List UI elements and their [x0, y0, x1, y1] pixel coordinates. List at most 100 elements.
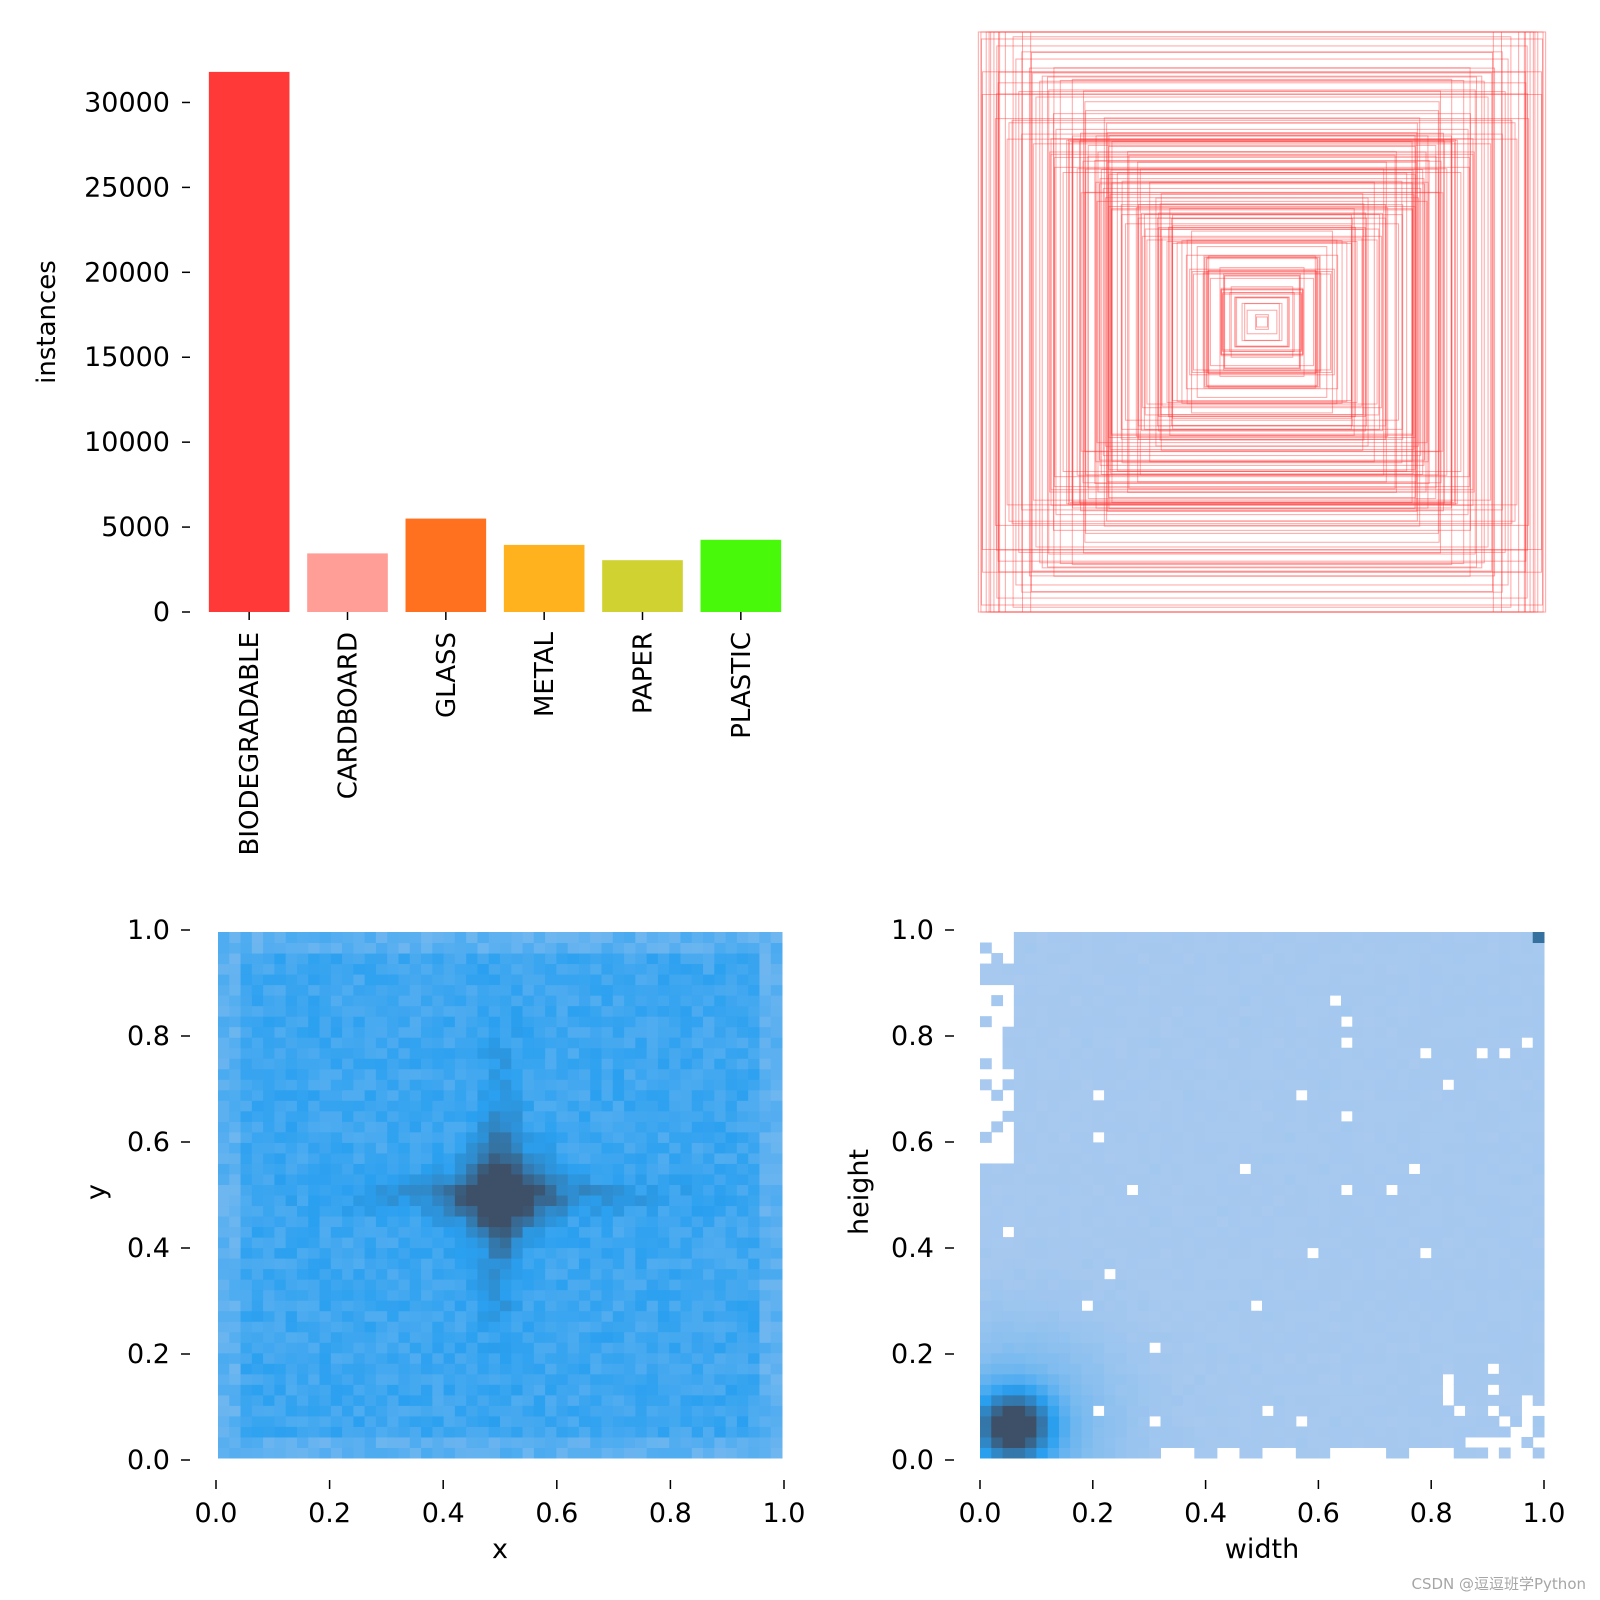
wh-heatmap-cell — [1329, 1310, 1342, 1322]
xy-heatmap-cell — [590, 1258, 603, 1270]
wh-heatmap-cell — [1295, 1268, 1308, 1280]
xy-heatmap-cell — [488, 1384, 501, 1396]
xy-heatmap-cell — [263, 1142, 275, 1154]
xy-heatmap-cell — [229, 1394, 242, 1406]
xy-heatmap-cell — [703, 1436, 715, 1448]
xy-heatmap-cell — [669, 1121, 681, 1133]
wh-heatmap-cell — [1431, 1373, 1443, 1385]
xy-heatmap-cell — [691, 1079, 704, 1091]
xy-heatmap-cell — [646, 1363, 659, 1375]
wh-heatmap-cell — [1047, 1216, 1060, 1228]
xy-heatmap-cell — [477, 1268, 490, 1280]
xy-heatmap-cell — [759, 984, 772, 996]
wh-heatmap-cell — [1092, 932, 1105, 944]
wh-heatmap-cell — [1115, 1121, 1128, 1133]
wh-heatmap-cell — [1465, 1258, 1477, 1270]
wh-heatmap-cell — [1047, 963, 1060, 975]
xy-heatmap-cell — [308, 1237, 321, 1249]
xy-heatmap-cell — [725, 963, 738, 975]
xy-heatmap-cell — [398, 1415, 411, 1427]
xy-heatmap-cell — [590, 1026, 603, 1038]
wh-heatmap-cell — [1408, 1068, 1421, 1080]
wh-heatmap-cell — [980, 1426, 992, 1438]
xy-heatmap-cell — [567, 1268, 580, 1280]
xy-heatmap-cell — [432, 1289, 445, 1301]
wh-heatmap-cell — [1013, 1394, 1026, 1406]
wh-heatmap-cell — [1036, 1079, 1049, 1091]
xy-heatmap-cell — [421, 995, 433, 1007]
xy-heatmap-cell — [612, 1447, 625, 1459]
wh-heatmap-cell — [1183, 1247, 1195, 1259]
wh-heatmap-cell — [1318, 1321, 1331, 1333]
xy-heatmap-cell — [770, 1384, 783, 1396]
wh-heatmap-cell — [1374, 1405, 1387, 1417]
wh-heatmap-cell — [1058, 1110, 1071, 1122]
wh-heatmap-cell — [1081, 1026, 1094, 1038]
xy-heatmap-cell — [714, 1131, 727, 1143]
wh-heatmap-cell — [1386, 1131, 1398, 1143]
wh-heatmap-cell — [1228, 1184, 1240, 1196]
wh-heatmap-cell — [1239, 1005, 1252, 1017]
xy-heatmap-cell — [353, 1121, 366, 1133]
xy-heatmap-cell — [319, 1079, 332, 1091]
wh-heatmap-cell — [1025, 932, 1037, 944]
xy-heatmap-cell — [218, 1026, 230, 1038]
xy-heatmap-cell — [218, 1142, 230, 1154]
xy-heatmap-cell — [556, 1047, 569, 1059]
wh-heatmap-cell — [1002, 1247, 1015, 1259]
wh-heatmap-cell — [1386, 953, 1398, 965]
wh-heatmap-cell — [1476, 1100, 1489, 1112]
wh-heatmap-cell — [1171, 1226, 1184, 1238]
wh-heatmap-cell — [1239, 1247, 1252, 1259]
wh-heatmap-cell — [1025, 1100, 1037, 1112]
wh-heatmap-cell — [1273, 1279, 1286, 1291]
xy-heatmap-cell — [274, 1026, 287, 1038]
wh-heatmap-cell — [1013, 1405, 1026, 1417]
xy-heatmap-cell — [725, 953, 738, 965]
xy-heatmap-cell — [477, 1047, 490, 1059]
xy-heatmap-cell — [364, 1310, 377, 1322]
xy-heatmap-cell — [353, 1058, 366, 1070]
xy-heatmap-cell — [601, 942, 614, 954]
xy-heatmap-cell — [646, 984, 659, 996]
wh-heatmap-cell — [1374, 1100, 1387, 1112]
xy-heatmap-cell — [612, 1131, 625, 1143]
xy-heatmap-cell — [533, 1037, 546, 1049]
xy-heatmap-cell — [748, 1289, 760, 1301]
xy-heatmap-cell — [612, 1058, 625, 1070]
xy-heatmap-cell — [285, 1394, 298, 1406]
wh-heatmap-cell — [1374, 1352, 1387, 1364]
xy-heatmap-cell — [319, 1131, 332, 1143]
xy-heatmap-cell — [319, 1058, 332, 1070]
xy-heatmap-cell — [714, 1205, 727, 1217]
wh-heatmap-cell — [1183, 1142, 1195, 1154]
wh-heatmap-cell — [1194, 1142, 1207, 1154]
xy-heatmap-cell — [353, 1100, 366, 1112]
wh-heatmap-cell — [1284, 1068, 1297, 1080]
wh-heatmap-cell — [1340, 1026, 1353, 1038]
wh-heatmap-cell — [1329, 1079, 1342, 1091]
xy-heatmap-cell — [590, 1152, 603, 1164]
wh-heatmap-cell — [980, 1405, 992, 1417]
xy-heatmap-cell — [657, 1121, 670, 1133]
xy-heatmap-cell — [364, 1447, 377, 1459]
xy-heatmap-cell — [578, 1436, 591, 1448]
wh-heatmap-cell — [1340, 1079, 1353, 1091]
bar-y-tick-label: 10000 — [84, 427, 170, 458]
wh-heatmap-cell — [1194, 1363, 1207, 1375]
wh-heatmap-cell — [1036, 1068, 1049, 1080]
xy-heatmap-cell — [454, 1026, 467, 1038]
xy-heatmap-cell — [669, 1352, 681, 1364]
wh-heatmap-cell — [1465, 1058, 1477, 1070]
xy-heatmap-cell — [522, 1152, 535, 1164]
xy-heatmap-cell — [680, 1384, 693, 1396]
xy-heatmap-cell — [308, 1226, 321, 1238]
wh-heatmap-cell — [1160, 1026, 1173, 1038]
xy-heatmap-cell — [263, 1100, 275, 1112]
xy-heatmap-cell — [578, 1447, 591, 1459]
wh-heatmap-cell — [991, 1268, 1004, 1280]
wh-heatmap-cell — [1419, 1026, 1432, 1038]
xy-heatmap-cell — [375, 1047, 388, 1059]
xy-heatmap-cell — [218, 1279, 230, 1291]
wh-heatmap-cell — [1352, 1110, 1365, 1122]
